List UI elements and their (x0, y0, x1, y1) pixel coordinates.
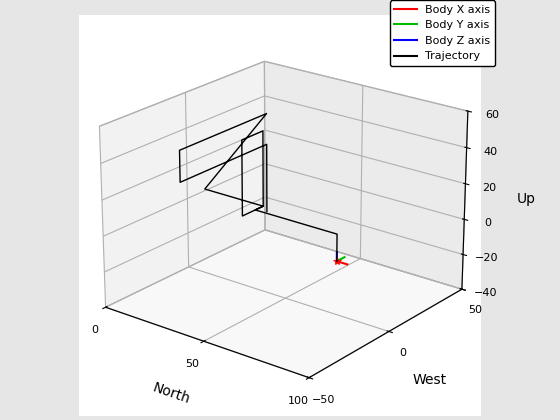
Legend: Body X axis, Body Y axis, Body Z axis, Trajectory: Body X axis, Body Y axis, Body Z axis, T… (390, 0, 495, 66)
X-axis label: North: North (151, 381, 192, 407)
Y-axis label: West: West (413, 373, 447, 386)
